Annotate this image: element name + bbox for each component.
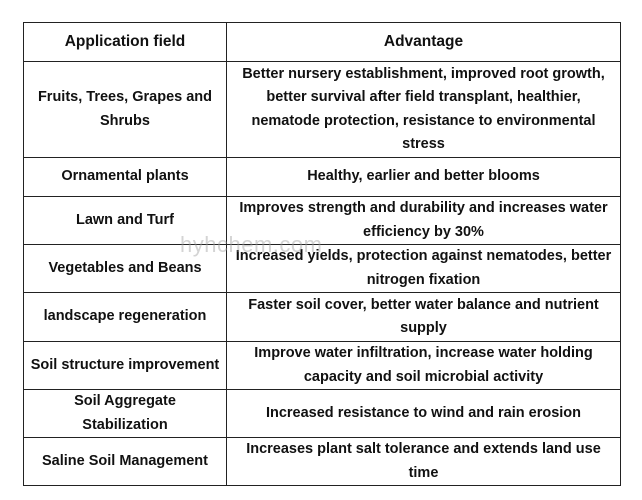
header-advantage: Advantage bbox=[226, 22, 621, 62]
application-field-cell: landscape regeneration bbox=[23, 292, 227, 342]
advantage-cell: Improves strength and durability and inc… bbox=[226, 196, 621, 245]
table-row: landscape regeneration Faster soil cover… bbox=[23, 292, 621, 342]
table-row: Soil structure improvement Improve water… bbox=[23, 341, 621, 390]
advantage-cell: Increased yields, protection against nem… bbox=[226, 244, 621, 293]
advantage-cell: Healthy, earlier and better blooms bbox=[226, 157, 621, 197]
header-application-field: Application field bbox=[23, 22, 227, 62]
table-row: Lawn and Turf Improves strength and dura… bbox=[23, 196, 621, 245]
application-field-cell: Soil Aggregate Stabilization bbox=[23, 389, 227, 438]
application-advantage-table: Application field Advantage Fruits, Tree… bbox=[23, 22, 621, 486]
table-row: Saline Soil Management Increases plant s… bbox=[23, 437, 621, 486]
advantage-cell: Increases plant salt tolerance and exten… bbox=[226, 437, 621, 486]
application-field-cell: Lawn and Turf bbox=[23, 196, 227, 245]
table-row: Vegetables and Beans Increased yields, p… bbox=[23, 244, 621, 293]
table-row: Soil Aggregate Stabilization Increased r… bbox=[23, 389, 621, 438]
advantage-cell: Better nursery establishment, improved r… bbox=[226, 61, 621, 158]
application-field-cell: Fruits, Trees, Grapes and Shrubs bbox=[23, 61, 227, 158]
application-field-cell: Soil structure improvement bbox=[23, 341, 227, 390]
advantage-cell: Increased resistance to wind and rain er… bbox=[226, 389, 621, 438]
table-row: Ornamental plants Healthy, earlier and b… bbox=[23, 157, 621, 197]
application-field-cell: Vegetables and Beans bbox=[23, 244, 227, 293]
table-header-row: Application field Advantage bbox=[23, 22, 621, 62]
advantage-cell: Improve water infiltration, increase wat… bbox=[226, 341, 621, 390]
application-field-cell: Saline Soil Management bbox=[23, 437, 227, 486]
application-field-cell: Ornamental plants bbox=[23, 157, 227, 197]
table-row: Fruits, Trees, Grapes and Shrubs Better … bbox=[23, 61, 621, 158]
advantage-cell: Faster soil cover, better water balance … bbox=[226, 292, 621, 342]
